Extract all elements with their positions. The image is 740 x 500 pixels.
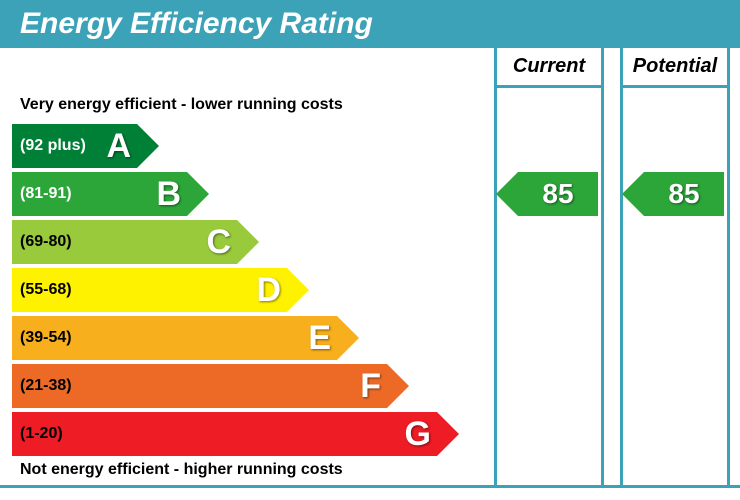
band-letter: C xyxy=(206,225,231,259)
band-range: (69-80) xyxy=(20,233,72,251)
column-current-header: Current xyxy=(497,48,601,88)
band-range: (1-20) xyxy=(20,425,63,443)
energy-rating-chart: Energy Efficiency Rating Current Potenti… xyxy=(0,0,740,500)
caption-bottom: Not energy efficient - higher running co… xyxy=(20,461,343,479)
column-potential-header: Potential xyxy=(623,48,727,88)
header: Energy Efficiency Rating xyxy=(0,0,740,48)
bands-container: (92 plus) A (81-91) B (69-80) C (55-68) D (39-54… xyxy=(12,124,437,460)
band-letter: E xyxy=(308,321,331,355)
band-b: (81-91) B xyxy=(12,172,187,216)
band-letter: B xyxy=(156,177,181,211)
band-a: (92 plus) A xyxy=(12,124,137,168)
band-e: (39-54) E xyxy=(12,316,337,360)
band-range: (92 plus) xyxy=(20,137,86,155)
header-title: Energy Efficiency Rating xyxy=(20,7,373,41)
chart-area: Current Potential Very energy efficient … xyxy=(0,48,740,488)
band-range: (81-91) xyxy=(20,185,72,203)
caption-top: Very energy efficient - lower running co… xyxy=(20,96,343,114)
band-f: (21-38) F xyxy=(12,364,387,408)
arrow-current-value: 85 xyxy=(542,178,573,210)
band-g: (1-20) G xyxy=(12,412,437,456)
band-c: (69-80) C xyxy=(12,220,237,264)
band-letter: A xyxy=(106,129,131,163)
band-range: (21-38) xyxy=(20,377,72,395)
arrow-potential-value: 85 xyxy=(668,178,699,210)
band-letter: F xyxy=(360,369,381,403)
band-range: (55-68) xyxy=(20,281,72,299)
band-letter: D xyxy=(256,273,281,307)
arrow-current: 85 xyxy=(518,172,598,216)
column-current: Current xyxy=(494,48,604,488)
band-d: (55-68) D xyxy=(12,268,287,312)
band-letter: G xyxy=(405,417,431,451)
arrow-potential: 85 xyxy=(644,172,724,216)
column-potential: Potential xyxy=(620,48,730,488)
band-range: (39-54) xyxy=(20,329,72,347)
